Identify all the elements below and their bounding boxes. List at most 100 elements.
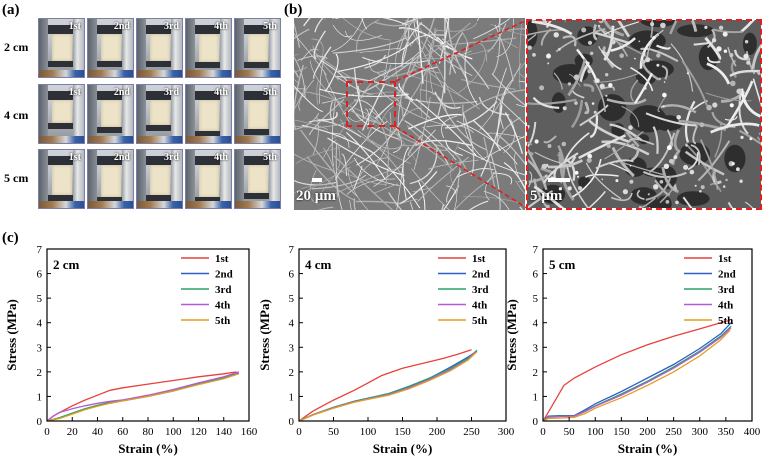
fixture-rail-right [122,150,133,208]
fiber-strand [693,42,709,46]
fiber-strand [294,28,310,40]
fiber-bead [590,51,594,55]
cycle-label: 1st [68,21,81,32]
fiber-bead [643,86,647,90]
fiber-bead [712,102,718,108]
x-tick-label: 20 [67,426,79,438]
fixture-base [137,70,182,77]
fiber-strand [609,162,630,173]
membrane-sample [248,34,268,62]
y-axis-label: Stress (MPa) [4,299,19,371]
fiber-strand [531,20,573,36]
fiber-strand [331,97,336,166]
fiber-bead [642,52,646,56]
pore [656,195,672,208]
fiber-strand [514,152,525,190]
fiber-strand [294,122,347,128]
tensile-photo-cell: 1st [38,18,85,78]
fiber-strand [704,36,722,61]
fiber-strand [604,130,644,160]
fiber-bead [605,52,609,57]
fiber-strand [441,38,490,90]
fiber-strand [654,179,671,196]
fiber-strand [533,185,565,208]
fiber-strand [342,18,391,41]
fiber-strand [585,162,622,200]
fiber-bead [578,186,582,191]
fiber-strand [630,66,654,92]
cycle-label: 2nd [113,152,130,163]
fiber-bead [562,106,567,111]
fiber-strand [610,37,636,52]
fiber-strand [562,35,577,47]
fiber-strand [503,119,516,154]
fiber-bead [675,200,679,205]
fiber-strand [368,59,387,73]
fiber-strand [398,82,414,102]
fiber-strand [583,83,595,93]
sem-fiber-texture-high [527,20,761,208]
fixture-base [88,70,133,77]
fiber-strand [710,122,760,134]
tensile-photo-cell: 1st [38,84,85,144]
tensile-photo-cell: 3rd [136,18,183,78]
fixture-rail-left [186,19,195,77]
fiber-bead [673,155,678,160]
fiber-strand [492,172,513,185]
legend-label: 5th [472,315,487,327]
pore [742,32,757,55]
fiber-strand [640,47,679,63]
legend-label: 2nd [718,269,736,281]
pore [677,191,710,207]
fiber-bead [663,163,670,169]
fiber-strand [684,150,725,176]
fiber-strand [353,157,400,186]
fiber-bead [722,185,726,188]
fiber-strand [314,18,324,33]
fixture-rail-right [220,150,231,208]
fiber-strand [294,21,301,48]
y-tick-label: 1 [533,391,539,403]
fiber-strand [690,20,698,32]
fiber-strand [652,126,659,154]
fiber-strand [318,111,338,121]
fiber-bead [567,186,572,191]
x-tick-label: 100 [587,426,604,438]
fiber-strand [346,131,386,180]
fiber-bead [664,119,667,121]
fiber-bead [729,103,734,108]
membrane-sample [248,165,268,193]
upper-clamp [244,156,269,165]
fiber-strand [584,101,590,115]
fiber-strand [542,152,579,184]
fiber-bead [730,80,736,87]
fiber-strand [294,85,323,112]
x-tick-label: 100 [165,426,182,438]
y-tick-label: 4 [289,318,295,330]
fiber-bead [634,57,636,60]
series-line-4th [542,327,732,422]
fiber-strand [636,189,645,201]
fiber-strand [528,171,533,188]
fiber-strand [690,144,701,166]
legend-label: 3rd [718,284,735,296]
x-axis-label: Strain (%) [618,441,678,456]
chart-annotation: 5 cm [549,257,576,272]
lower-clamp [48,123,73,129]
legend-label: 1st [472,253,486,265]
fiber-strand [656,44,671,50]
fiber-strand [364,54,387,69]
fixture-base [39,70,84,77]
fiber-strand [566,158,576,182]
fiber-bead [573,74,580,80]
fiber-bead [628,125,633,130]
x-tick-label: 0 [296,426,302,438]
x-tick-label: 300 [692,426,709,438]
fiber-strand [610,192,633,202]
fiber-bead [615,179,619,183]
fiber-strand [380,41,391,98]
pore [630,187,657,205]
pore [640,20,677,28]
lower-clamp [48,61,73,67]
fixture-base [88,136,133,143]
